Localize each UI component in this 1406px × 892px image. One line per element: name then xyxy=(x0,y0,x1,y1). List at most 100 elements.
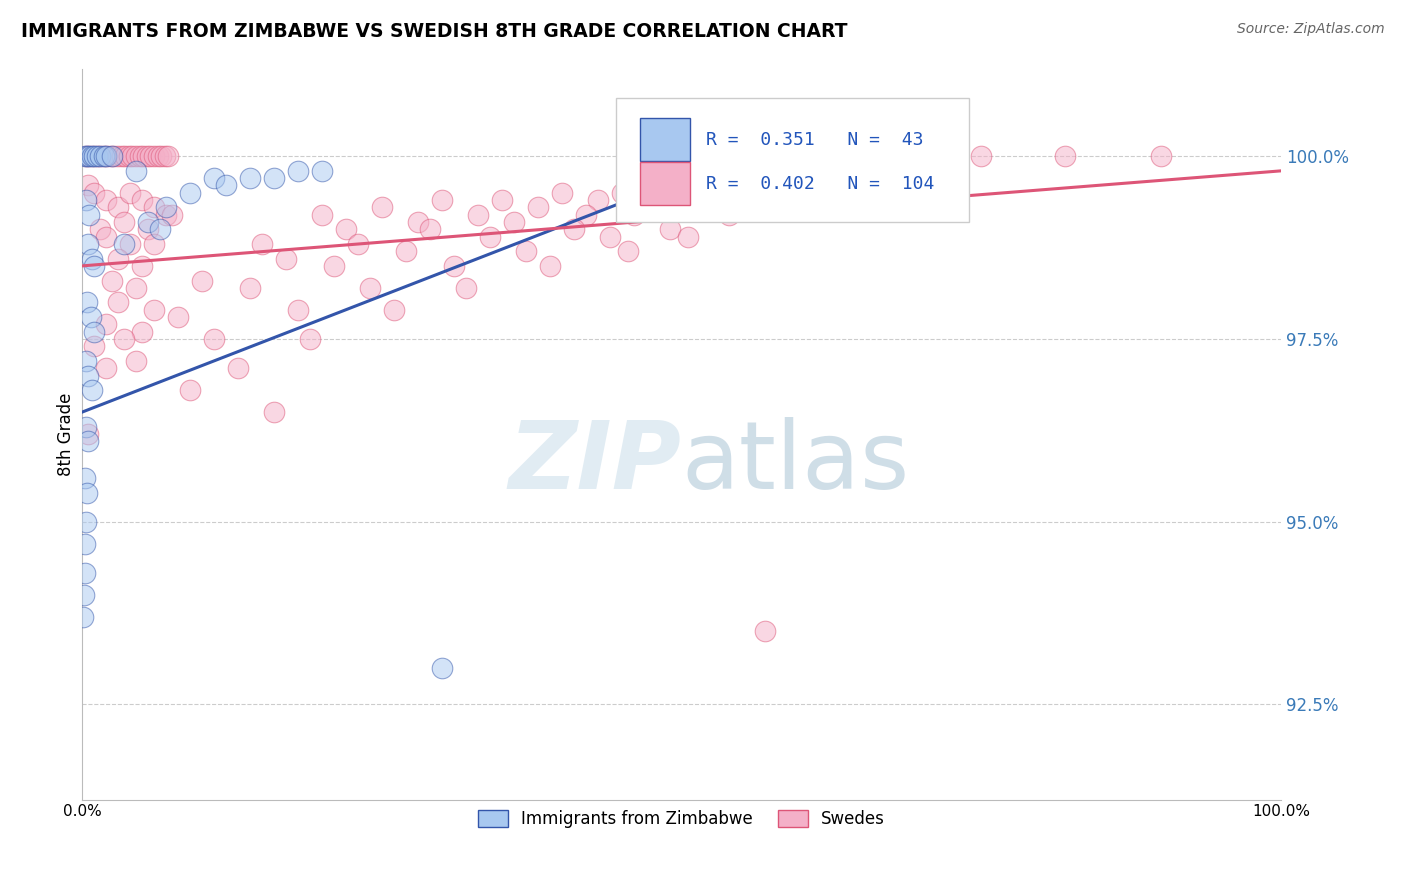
Point xyxy=(311,208,333,222)
Point xyxy=(202,171,225,186)
Point xyxy=(75,515,97,529)
Point xyxy=(94,318,117,332)
Point xyxy=(125,281,148,295)
Point xyxy=(599,229,621,244)
Text: R =  0.351   N =  43: R = 0.351 N = 43 xyxy=(706,131,922,149)
Point xyxy=(239,171,262,186)
Point xyxy=(93,149,115,163)
Point xyxy=(94,149,117,163)
Point xyxy=(80,252,103,266)
Point xyxy=(526,201,548,215)
Point xyxy=(80,383,103,397)
Point xyxy=(682,201,704,215)
Point xyxy=(121,149,143,163)
Point xyxy=(128,149,150,163)
Point xyxy=(86,149,108,163)
Point xyxy=(101,273,124,287)
Point xyxy=(1150,149,1173,163)
Point xyxy=(83,325,105,339)
Point xyxy=(287,302,309,317)
Text: Source: ZipAtlas.com: Source: ZipAtlas.com xyxy=(1237,22,1385,37)
Point xyxy=(77,434,100,449)
Point xyxy=(125,149,148,163)
Point xyxy=(125,354,148,368)
Point xyxy=(153,149,176,163)
Point xyxy=(83,259,105,273)
Point xyxy=(538,259,561,273)
Point xyxy=(647,193,669,207)
Point xyxy=(730,178,752,193)
Point xyxy=(658,222,681,236)
Point xyxy=(322,259,344,273)
Point xyxy=(132,149,155,163)
Point xyxy=(430,193,453,207)
Point xyxy=(371,201,394,215)
Point xyxy=(550,186,572,200)
Point xyxy=(111,149,134,163)
Point xyxy=(478,229,501,244)
Point xyxy=(143,302,166,317)
Point xyxy=(83,149,105,163)
Point xyxy=(75,193,97,207)
Point xyxy=(86,149,108,163)
Point xyxy=(72,609,94,624)
Point xyxy=(143,201,166,215)
Point xyxy=(562,222,585,236)
Point xyxy=(167,310,190,324)
Point xyxy=(107,201,129,215)
Point xyxy=(96,149,118,163)
Point xyxy=(76,295,98,310)
Point xyxy=(77,236,100,251)
Point xyxy=(89,149,111,163)
Text: atlas: atlas xyxy=(682,417,910,509)
Point xyxy=(73,566,96,580)
Point xyxy=(76,149,98,163)
Text: IMMIGRANTS FROM ZIMBABWE VS SWEDISH 8TH GRADE CORRELATION CHART: IMMIGRANTS FROM ZIMBABWE VS SWEDISH 8TH … xyxy=(21,22,848,41)
Point xyxy=(125,164,148,178)
Point xyxy=(886,149,908,163)
Point xyxy=(136,215,159,229)
Point xyxy=(118,149,141,163)
Point xyxy=(671,178,693,193)
Point xyxy=(226,361,249,376)
Point xyxy=(82,149,104,163)
Point xyxy=(191,273,214,287)
Y-axis label: 8th Grade: 8th Grade xyxy=(58,392,75,475)
Point xyxy=(112,332,135,346)
Point xyxy=(1054,149,1077,163)
Point xyxy=(754,624,776,639)
Point xyxy=(135,149,157,163)
Point xyxy=(94,361,117,376)
Point xyxy=(120,186,142,200)
Point xyxy=(101,149,124,163)
Point xyxy=(77,178,100,193)
Point xyxy=(143,149,166,163)
Point xyxy=(467,208,489,222)
Point xyxy=(77,368,100,383)
Point xyxy=(263,405,285,419)
Point xyxy=(146,149,169,163)
Point xyxy=(107,149,129,163)
Point xyxy=(75,419,97,434)
Point xyxy=(454,281,477,295)
Point xyxy=(695,193,717,207)
Point xyxy=(335,222,357,236)
Point xyxy=(89,149,111,163)
Point xyxy=(395,244,418,259)
Point xyxy=(79,149,101,163)
Point xyxy=(179,186,201,200)
Point xyxy=(443,259,465,273)
Point xyxy=(311,164,333,178)
Point xyxy=(83,339,105,353)
Point xyxy=(150,149,173,163)
Point xyxy=(149,222,172,236)
Point xyxy=(215,178,238,193)
Point xyxy=(112,215,135,229)
Point xyxy=(79,310,101,324)
Point xyxy=(73,149,96,163)
Point xyxy=(718,208,741,222)
Point xyxy=(155,208,177,222)
Point xyxy=(83,186,105,200)
Point xyxy=(143,236,166,251)
Point xyxy=(263,171,285,186)
